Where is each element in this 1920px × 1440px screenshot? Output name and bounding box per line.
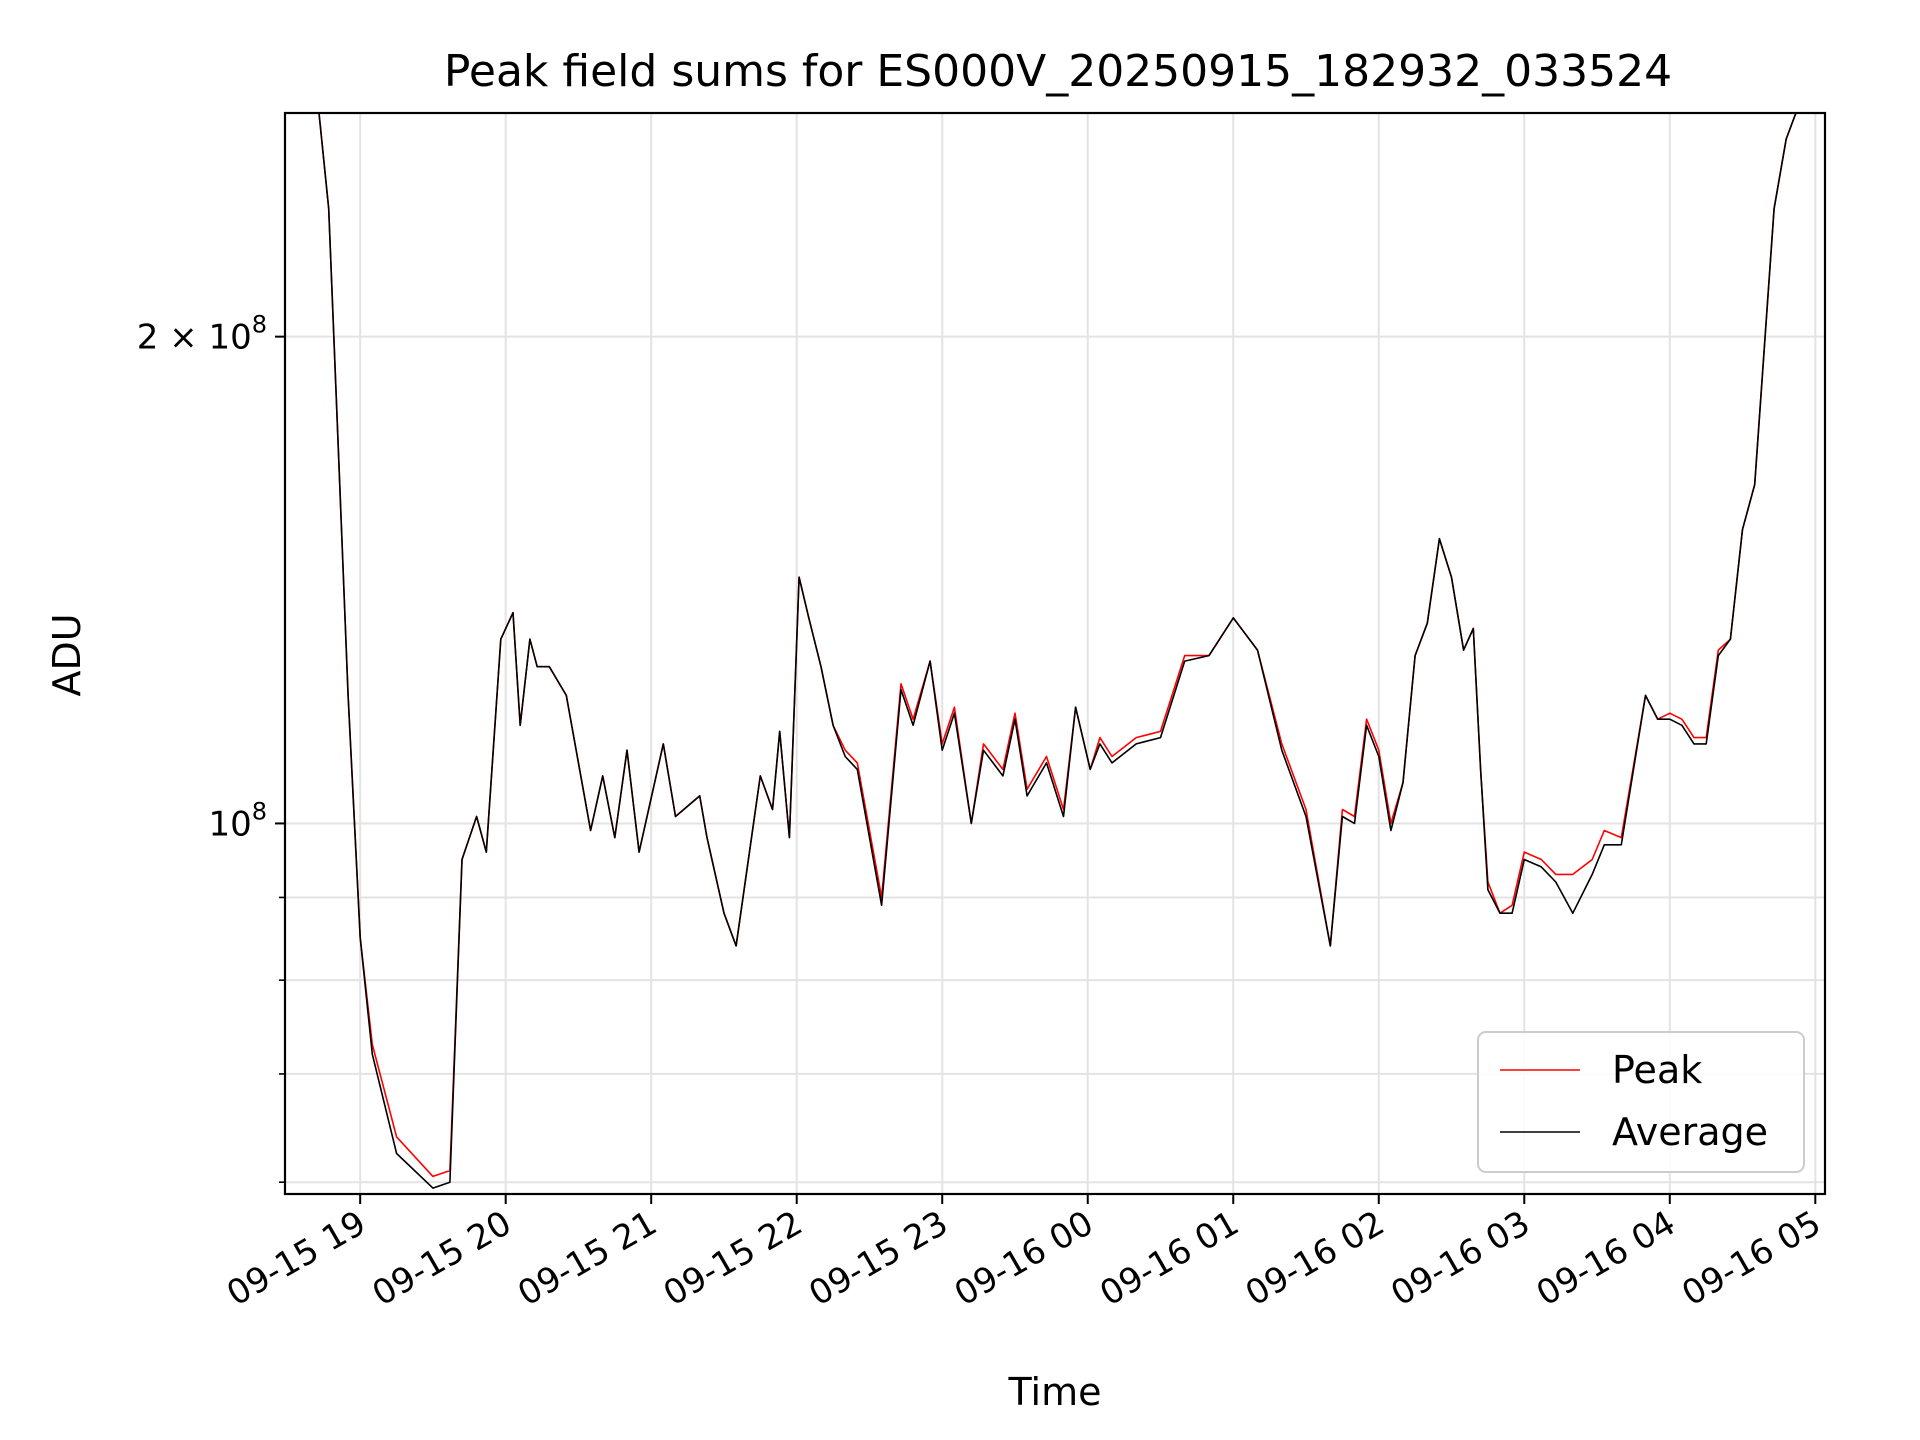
legend-label-peak: Peak bbox=[1612, 1048, 1702, 1092]
legend-box bbox=[1477, 1031, 1805, 1173]
y-axis-label: ADU bbox=[45, 613, 89, 696]
series-layer bbox=[285, 113, 1808, 1189]
x-axis-label: Time bbox=[1008, 1370, 1102, 1414]
grid bbox=[285, 113, 1825, 1194]
y-tick-label: 2 × 108 bbox=[137, 311, 267, 358]
series-line-average bbox=[285, 113, 1808, 1189]
chart-title: Peak field sums for ES000V_20250915_1829… bbox=[444, 46, 1672, 97]
plot-frame bbox=[283, 111, 1827, 1196]
legend: Peak Average bbox=[1477, 1031, 1805, 1173]
legend-label-average: Average bbox=[1612, 1110, 1768, 1154]
